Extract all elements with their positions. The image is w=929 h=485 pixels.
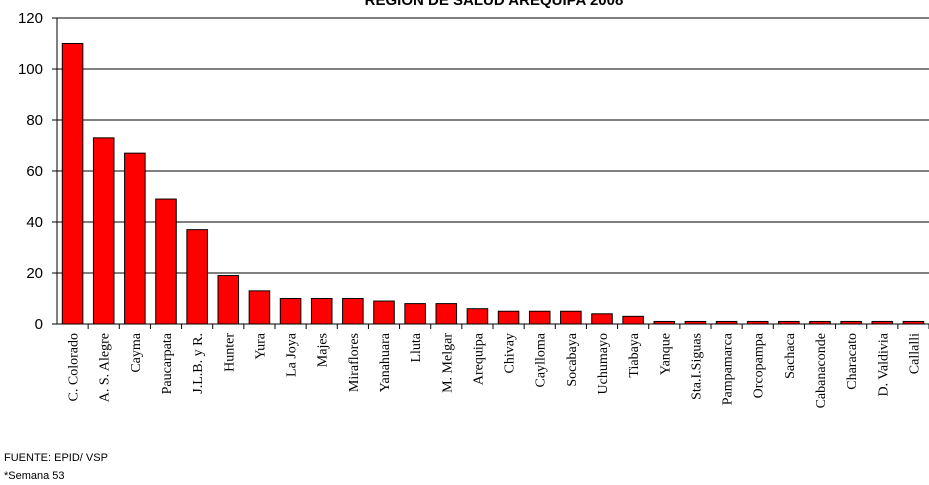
x-tick-label: M. Melgar — [440, 333, 455, 393]
y-axis-ticks: 0 20 40 60 80 100 120 — [18, 10, 57, 333]
y-tick-label: 0 — [35, 316, 43, 333]
bar — [404, 303, 426, 325]
bar — [435, 303, 458, 325]
x-tick-label: Characato — [845, 333, 860, 390]
y-tick-label: 120 — [18, 10, 43, 27]
bar — [279, 298, 302, 325]
x-tick-label: C. Colorado — [67, 333, 82, 401]
bar — [466, 308, 489, 325]
x-tick-label: Pampamarca — [721, 332, 736, 405]
chart-title: REGION DE SALUD AREQUIPA 2008 — [365, 0, 624, 9]
y-tick-label: 80 — [26, 112, 43, 129]
bar — [342, 298, 364, 325]
x-tick-label: Orcopampa — [752, 332, 767, 398]
x-tick-label: Yura — [253, 332, 268, 359]
bar — [186, 229, 208, 325]
x-tick-label: Tiabaya — [627, 332, 642, 377]
bar — [497, 310, 520, 325]
x-tick-label: Uchumayo — [596, 333, 611, 394]
x-tick-label: Caylloma — [534, 332, 549, 387]
x-tick-label: Sachaca — [783, 332, 798, 379]
bar — [310, 298, 333, 325]
x-tick-label: Chivay — [503, 333, 518, 373]
bar — [124, 152, 146, 325]
bar — [591, 313, 613, 325]
x-tick-label: Yanque — [658, 333, 673, 375]
x-tick-label: Hunter — [222, 333, 237, 372]
x-tick-label: Paucarpata — [160, 332, 175, 394]
bar — [217, 275, 240, 325]
gridlines — [57, 17, 929, 274]
y-tick-label: 40 — [26, 214, 43, 231]
x-tick-label: A. S. Alegre — [98, 333, 113, 402]
bar — [155, 198, 177, 325]
x-tick-label: Miraflores — [347, 333, 362, 392]
x-axis-ticks: C. Colorado A. S. Alegre Cayma Paucarpata J.… — [67, 324, 929, 408]
bar — [248, 290, 271, 325]
x-tick-label: Callalli — [907, 333, 922, 374]
x-tick-label: Arequipa — [471, 332, 486, 385]
bar — [61, 43, 84, 325]
x-tick-label: Socabaya — [565, 332, 580, 386]
bar — [622, 315, 644, 325]
bar — [560, 310, 582, 325]
y-tick-label: 60 — [26, 163, 43, 180]
x-tick-label: Yanahuara — [378, 332, 393, 392]
x-tick-label: La Joya — [285, 332, 300, 377]
x-tick-label: J.L.B. y R. — [191, 333, 206, 394]
x-tick-label: Lluta — [409, 332, 424, 362]
x-tick-label: D. Valdivia — [876, 332, 891, 396]
bars — [61, 43, 925, 325]
bar — [373, 300, 395, 325]
y-tick-label: 20 — [26, 265, 43, 282]
week-note: *Semana 53 — [4, 470, 65, 482]
x-tick-label: Cabanaconde — [814, 333, 829, 408]
source-note: FUENTE: EPID/ VSP — [4, 452, 108, 464]
x-tick-label: Cayma — [129, 332, 144, 372]
x-tick-label: Majes — [316, 333, 331, 367]
bar — [92, 137, 115, 325]
x-tick-label: Sta.I.Siguas — [689, 333, 704, 400]
bar — [528, 310, 551, 325]
y-tick-label: 100 — [18, 61, 43, 78]
